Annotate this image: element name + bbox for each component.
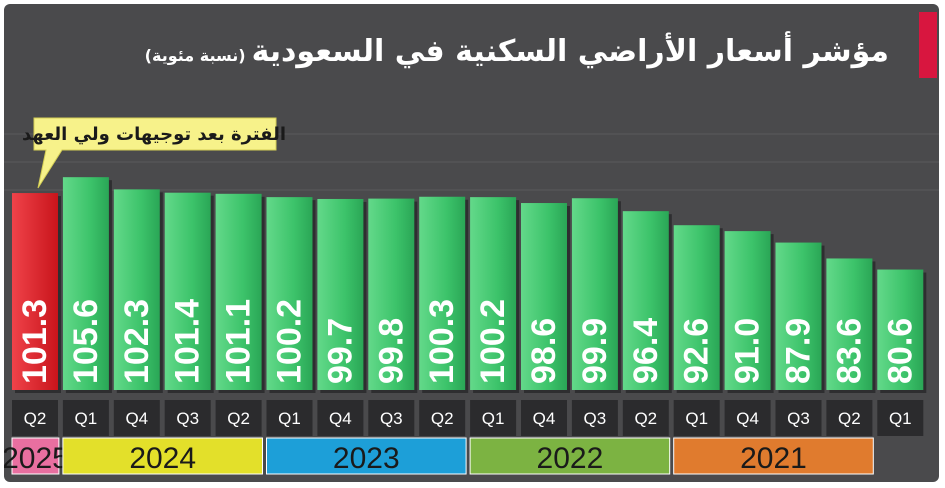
chart-title-subtitle: (نسبة مئوية) <box>144 46 246 65</box>
bar-value-label: 99.7 <box>321 318 359 384</box>
bar <box>12 193 58 390</box>
bar <box>775 242 822 390</box>
quarter-cell <box>419 400 466 436</box>
chart-frame: مؤشر أسعار الأراضي السكنية في السعودية (ن… <box>4 4 939 482</box>
year-band <box>62 437 264 475</box>
quarter-label: Q2 <box>634 409 657 428</box>
quarter-cell <box>521 400 567 436</box>
bar <box>826 258 873 390</box>
quarter-label: Q3 <box>176 409 199 428</box>
quarter-label: Q3 <box>584 409 607 428</box>
quarter-cell <box>113 400 160 436</box>
year-label: 2022 <box>537 442 604 475</box>
bar <box>673 225 720 390</box>
bar <box>62 177 109 390</box>
title-accent-bar <box>919 12 937 78</box>
bar <box>622 211 669 390</box>
quarter-cell <box>724 400 771 436</box>
quarter-label: Q1 <box>482 409 505 428</box>
quarter-label: Q4 <box>533 409 556 428</box>
quarter-cell <box>266 400 313 436</box>
bar <box>571 198 618 390</box>
bar <box>419 196 466 390</box>
bar <box>215 193 262 390</box>
bar <box>317 198 364 390</box>
bar-value-label: 92.6 <box>678 318 716 384</box>
quarter-cell <box>775 400 822 436</box>
quarter-label: Q3 <box>380 409 403 428</box>
bar-value-label: 99.8 <box>372 318 410 384</box>
quarter-label: Q4 <box>329 409 352 428</box>
quarter-cell <box>826 400 873 436</box>
year-band <box>469 437 671 475</box>
quarter-label: Q3 <box>787 409 810 428</box>
quarter-cell <box>622 400 669 436</box>
quarter-cell <box>215 400 262 436</box>
bar-chart: 101.3 105.6 102.3 101.4 101.1 100.2 99.7 99.8 10… <box>4 117 939 475</box>
chart-title: مؤشر أسعار الأراضي السكنية في السعودية (ن… <box>145 34 889 69</box>
quarter-label: Q1 <box>278 409 301 428</box>
bars-layer: 101.3 105.6 102.3 101.4 101.1 100.2 99.7 99.8 10… <box>12 177 927 393</box>
quarter-label: Q2 <box>227 409 250 428</box>
bar-value-label: 100.3 <box>423 299 461 384</box>
quarter-cell <box>673 400 720 436</box>
annotation-callout: الفترة بعد توجيهات ولي العهد <box>22 117 286 189</box>
bar-value-label: 101.3 <box>16 299 54 384</box>
year-band <box>266 437 467 475</box>
bar-value-label: 101.1 <box>220 299 258 384</box>
quarter-label: Q1 <box>889 409 912 428</box>
bar-value-label: 102.3 <box>118 299 156 384</box>
bar <box>266 197 313 390</box>
year-band <box>673 437 874 475</box>
quarter-cell <box>164 400 211 436</box>
bar <box>521 203 567 390</box>
year-label: 2024 <box>129 442 196 475</box>
bar-value-label: 105.6 <box>67 299 105 384</box>
quarter-label: Q4 <box>125 409 148 428</box>
bar-value-label: 91.0 <box>729 318 767 384</box>
year-label: 2023 <box>333 442 400 475</box>
bar-value-label: 96.4 <box>627 318 665 384</box>
bar <box>724 231 771 390</box>
quarter-label: Q2 <box>838 409 861 428</box>
quarter-label: Q4 <box>736 409 759 428</box>
quarter-cell <box>12 400 58 436</box>
annotation-box <box>33 117 277 189</box>
bar-value-label: 99.9 <box>576 318 614 384</box>
quarter-label: Q2 <box>431 409 454 428</box>
annotation-text: الفترة بعد توجيهات ولي العهد <box>22 124 286 145</box>
bar-value-label: 100.2 <box>474 299 512 384</box>
year-label: 2021 <box>740 442 807 475</box>
year-label: 2025 <box>4 442 69 475</box>
bar <box>164 192 211 390</box>
quarter-label: Q1 <box>685 409 708 428</box>
chart-title-main: مؤشر أسعار الأراضي السكنية في السعودية <box>251 34 889 69</box>
quarter-cell <box>368 400 415 436</box>
bar-value-label: 87.9 <box>780 318 818 384</box>
bar-value-label: 98.6 <box>525 318 563 384</box>
quarter-cell <box>470 400 517 436</box>
bar <box>470 197 517 390</box>
quarter-label: Q1 <box>75 409 98 428</box>
year-axis: 2025 2024 2023 2022 2021 <box>4 437 874 475</box>
quarter-cell <box>62 400 109 436</box>
quarter-cell <box>317 400 364 436</box>
bar <box>368 198 415 390</box>
quarter-label: Q2 <box>24 409 47 428</box>
bar <box>877 269 924 390</box>
quarter-axis: Q2 Q1 Q4 Q3 Q2 Q1 Q4 Q3 Q2 Q1 Q4 Q3 Q2 Q1 Q4 Q3 Q2 Q1 <box>12 400 924 436</box>
bar <box>113 189 160 390</box>
bar-value-label: 101.4 <box>169 299 207 384</box>
quarter-cell <box>877 400 924 436</box>
bar-value-label: 83.6 <box>830 318 868 384</box>
bar-value-label: 80.6 <box>881 318 919 384</box>
bar-value-label: 100.2 <box>271 299 309 384</box>
year-band <box>11 437 60 475</box>
quarter-cell <box>571 400 618 436</box>
